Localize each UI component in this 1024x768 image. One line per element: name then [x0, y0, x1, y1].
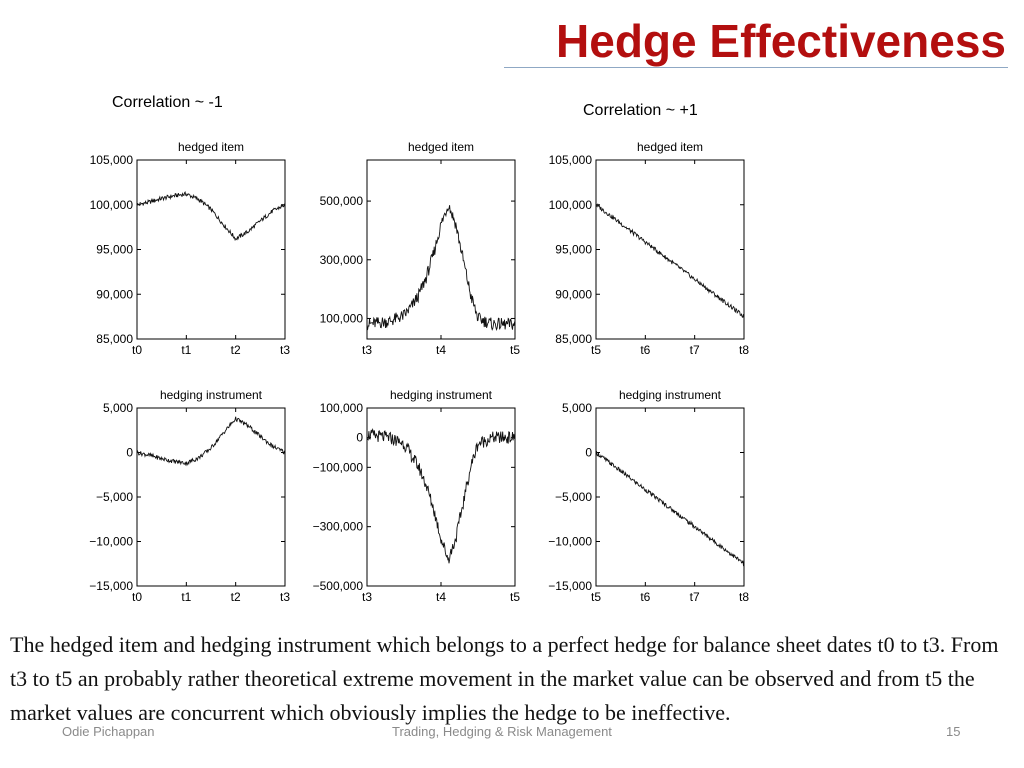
y-tick-label: 90,000: [555, 287, 592, 301]
y-tick-label: 85,000: [96, 332, 133, 346]
slide-title: Hedge Effectiveness: [556, 15, 1006, 67]
y-tick-label: −15,000: [89, 579, 133, 593]
y-tick-label: 105,000: [549, 153, 593, 167]
correlation-positive-label: Correlation ~ +1: [583, 102, 698, 119]
x-tick-label: t5: [591, 590, 601, 604]
y-tick-label: 5,000: [103, 401, 133, 415]
footer-author: Odie Pichappan: [62, 724, 155, 739]
y-tick-label: 100,000: [549, 198, 593, 212]
x-tick-label: t3: [280, 590, 290, 604]
y-tick-label: 500,000: [320, 194, 364, 208]
chart-panel-6: hedging instrument 5,000 0 −5,000 −10,000 −15…: [548, 388, 749, 604]
x-tick-label: t6: [640, 590, 650, 604]
chart-panel-1: hedged item 105,000 100,000 95,000 90,000 85,…: [90, 140, 291, 357]
y-tick-label: 105,000: [90, 153, 134, 167]
x-tick-label: t7: [690, 343, 700, 357]
y-tick-label: 0: [356, 431, 363, 445]
y-tick-label: −15,000: [548, 579, 592, 593]
series-line: [366, 427, 516, 564]
y-tick-label: 5,000: [562, 401, 592, 415]
y-tick-label: 100,000: [320, 401, 364, 415]
y-tick-label: 90,000: [96, 287, 133, 301]
y-tick-label: −10,000: [89, 535, 133, 549]
series-line: [595, 202, 745, 319]
x-tick-label: t5: [591, 343, 601, 357]
y-tick-label: 300,000: [320, 253, 364, 267]
y-tick-label: −5,000: [555, 490, 592, 504]
y-tick-label: 95,000: [555, 243, 592, 257]
y-tick-label: −300,000: [313, 520, 364, 534]
x-tick-label: t2: [231, 590, 241, 604]
page-number: 15: [946, 724, 961, 739]
x-tick-label: t1: [181, 590, 191, 604]
x-tick-label: t8: [739, 590, 749, 604]
x-tick-label: t5: [510, 343, 520, 357]
chart-panel-4: hedging instrument 5,000 0 −5,000 −10,000 −15…: [89, 388, 290, 604]
y-tick-label: 0: [126, 446, 133, 460]
x-tick-label: t4: [436, 590, 446, 604]
x-tick-label: t1: [181, 343, 191, 357]
chart-title: hedged item: [178, 140, 244, 154]
x-tick-label: t3: [362, 590, 372, 604]
plot-frame: [366, 159, 516, 340]
y-tick-label: −100,000: [313, 460, 364, 474]
y-tick-label: −10,000: [548, 535, 592, 549]
chart-title: hedging instrument: [619, 388, 722, 402]
slide-body-text: The hedged item and hedging instrument w…: [10, 632, 999, 725]
y-tick-label: 100,000: [320, 311, 364, 325]
x-tick-label: t7: [690, 590, 700, 604]
chart-title: hedging instrument: [160, 388, 263, 402]
plot-frame: [595, 159, 745, 340]
x-tick-label: t8: [739, 343, 749, 357]
chart-title: hedged item: [637, 140, 703, 154]
series-line: [366, 205, 516, 332]
chart-title: hedged item: [408, 140, 474, 154]
plot-frame: [595, 407, 745, 587]
x-tick-label: t3: [280, 343, 290, 357]
y-tick-label: 95,000: [96, 243, 133, 257]
correlation-negative-label: Correlation ~ -1: [112, 94, 223, 111]
x-tick-label: t4: [436, 343, 446, 357]
chart-panel-2: hedged item 500,000 300,000 100,000 t3 t4 t5: [320, 140, 521, 357]
x-tick-label: t2: [231, 343, 241, 357]
chart-panel-5: hedging instrument 100,000 0 −100,000 −300,0…: [313, 388, 521, 604]
series-line: [595, 450, 745, 567]
y-tick-label: 85,000: [555, 332, 592, 346]
chart-grid: hedged item 105,000 100,000 95,000 90,000 85,…: [89, 140, 750, 604]
chart-panel-3: hedged item 105,000 100,000 95,000 90,000 85,…: [549, 140, 750, 357]
title-divider: [504, 67, 1008, 68]
chart-title: hedging instrument: [390, 388, 493, 402]
x-tick-label: t0: [132, 590, 142, 604]
y-tick-label: −5,000: [96, 490, 133, 504]
series-line: [136, 416, 286, 467]
x-tick-label: t6: [640, 343, 650, 357]
plot-frame: [136, 407, 286, 587]
y-tick-label: 0: [585, 446, 592, 460]
footer-course: Trading, Hedging & Risk Management: [392, 724, 612, 739]
y-tick-label: 100,000: [90, 198, 134, 212]
series-line: [136, 191, 286, 242]
y-tick-label: −500,000: [313, 579, 364, 593]
x-tick-label: t0: [132, 343, 142, 357]
x-tick-label: t5: [510, 590, 520, 604]
plot-frame: [136, 159, 286, 340]
x-tick-label: t3: [362, 343, 372, 357]
